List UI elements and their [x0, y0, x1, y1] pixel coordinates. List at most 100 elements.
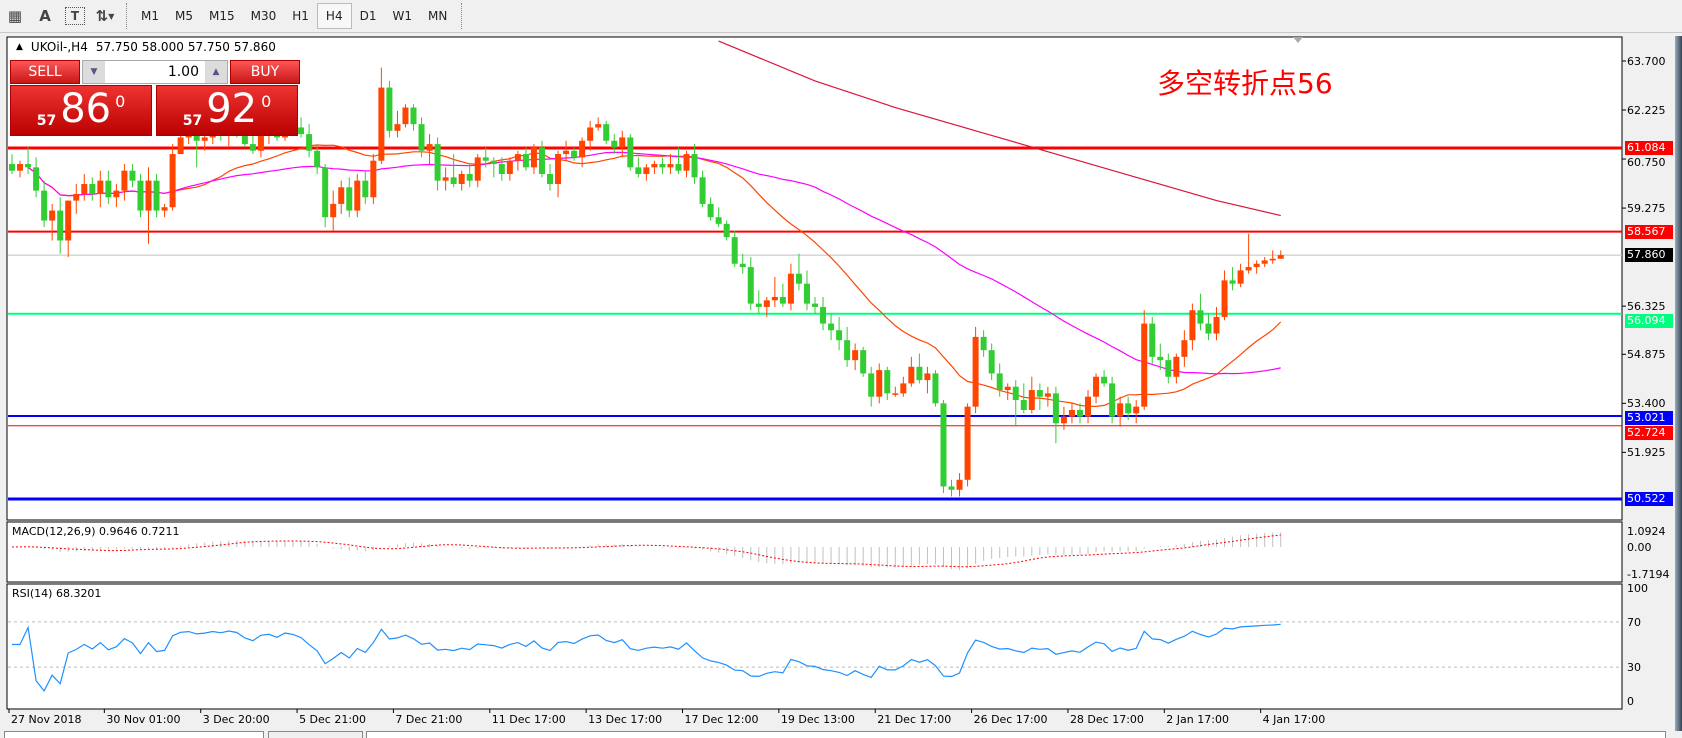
candle-body: [1157, 356, 1164, 361]
horizontal-line-label: 53.021: [1625, 411, 1673, 426]
candle-body: [1229, 280, 1236, 284]
candle-body: [1269, 258, 1276, 261]
price-tick-label: 59.275: [1627, 202, 1666, 216]
timeframe-h4[interactable]: H4: [316, 3, 352, 29]
candle-body: [434, 144, 441, 181]
candle-body: [988, 350, 995, 374]
horizontal-line-label: 57.860: [1625, 248, 1673, 263]
candle-body: [145, 180, 152, 211]
candle-body: [555, 154, 562, 184]
chart-shift-marker-icon: [1293, 37, 1303, 43]
chart-annotation[interactable]: 多空转折点56: [1157, 67, 1333, 100]
timeframe-m15[interactable]: M15: [209, 9, 235, 23]
candle-body: [683, 154, 690, 171]
candle-body: [667, 164, 674, 168]
horizontal-line-label: 50.522: [1625, 492, 1673, 506]
candle-body: [787, 273, 794, 304]
timeframe-m5[interactable]: M5: [175, 9, 193, 23]
candle-body: [1060, 416, 1067, 424]
text-icon[interactable]: A: [39, 7, 51, 25]
timeframe-m30[interactable]: M30: [250, 9, 277, 23]
timeframe-mn[interactable]: MN: [427, 9, 448, 23]
candle-body: [964, 406, 971, 480]
sell-price[interactable]: 57 86 0: [10, 85, 152, 136]
chart-tab[interactable]: [4, 731, 264, 738]
time-label: 27 Nov 2018: [11, 713, 82, 726]
candle-body: [137, 180, 144, 211]
candle-body: [635, 167, 642, 175]
candle-body: [314, 150, 321, 168]
candle-body: [1052, 393, 1059, 424]
lot-size-stepper[interactable]: ▼ 1.00 ▲: [82, 60, 228, 84]
arrows-icon[interactable]: ⇅ ▼: [90, 3, 120, 29]
candle-body: [739, 263, 746, 268]
candle-body: [1117, 403, 1124, 417]
toolbar: ▦ A T ⇅ ▼ M1 M5 M15 M30 H1 H4 D1 W1 MN: [0, 0, 1682, 33]
timeframe-m1[interactable]: M1: [141, 9, 159, 23]
candle-body: [884, 370, 891, 394]
candle-body: [699, 177, 706, 204]
candle-body: [370, 160, 377, 198]
candle-body: [603, 124, 610, 141]
timeframe-w1[interactable]: W1: [392, 9, 412, 23]
candle-body: [442, 177, 449, 181]
price-tick-label: 56.325: [1627, 300, 1666, 314]
time-label: 17 Dec 12:00: [684, 713, 759, 726]
chart-tab[interactable]: [268, 731, 363, 738]
candle-body: [1085, 396, 1092, 417]
macd-label: MACD(12,26,9) 0.9646 0.7211: [12, 525, 180, 538]
candle-body: [948, 486, 955, 490]
macd-tick-label: 1.0924: [1627, 525, 1666, 538]
candle-body: [980, 336, 987, 351]
candle-body: [595, 124, 602, 128]
candle-body: [1020, 400, 1027, 410]
horizontal-line-label: 58.567: [1625, 224, 1673, 239]
lot-decrease-icon[interactable]: ▼: [83, 61, 105, 83]
candle-body: [322, 167, 329, 218]
lot-increase-icon[interactable]: ▲: [205, 61, 227, 83]
candle-body: [1237, 270, 1244, 284]
candle-body: [129, 170, 136, 181]
lot-size-input[interactable]: 1.00: [167, 64, 199, 80]
sell-price-prefix: 57: [36, 113, 57, 129]
candle-body: [241, 130, 248, 145]
candle-body: [747, 267, 754, 304]
candle-body: [498, 164, 505, 175]
candle-body: [1028, 390, 1035, 410]
grid-periods-icon[interactable]: ▦: [7, 7, 23, 25]
candle-body: [1245, 267, 1252, 271]
candle-body: [803, 283, 810, 304]
time-label: 11 Dec 17:00: [491, 713, 566, 726]
timeframe-h1[interactable]: H1: [292, 9, 309, 23]
candle-body: [81, 183, 88, 194]
ma-mid-line: [27, 151, 1281, 375]
candle-body: [161, 207, 168, 211]
candle-body: [812, 303, 818, 307]
chart-tab[interactable]: [366, 731, 1666, 738]
candle-body: [105, 180, 112, 198]
sell-button[interactable]: SELL: [10, 60, 80, 84]
candle-body: [1125, 403, 1132, 414]
collapse-triangle-icon[interactable]: ▲: [16, 42, 23, 52]
buy-price-pips: 92: [206, 86, 258, 132]
candle-body: [490, 160, 497, 165]
time-label: 13 Dec 17:00: [588, 713, 663, 726]
window-edge: [1675, 36, 1682, 736]
time-label: 30 Nov 01:00: [106, 713, 181, 726]
candle-body: [1189, 310, 1196, 341]
timeframe-d1[interactable]: D1: [359, 9, 377, 23]
time-label: 2 Jan 17:00: [1166, 713, 1229, 726]
candle-body: [410, 107, 417, 125]
candle-body: [386, 87, 393, 131]
buy-button[interactable]: BUY: [230, 60, 300, 84]
toolbar-separator: [461, 3, 463, 29]
rsi-tick-label: 30: [1627, 661, 1641, 675]
text-label-icon[interactable]: T: [65, 7, 85, 25]
horizontal-line-label: 61.084: [1625, 140, 1673, 155]
candle-body: [298, 127, 305, 135]
candle-body: [73, 193, 80, 201]
horizontal-line-label: 56.094: [1625, 314, 1673, 329]
buy-price[interactable]: 57 92 0: [156, 85, 298, 136]
candle-body: [563, 150, 570, 155]
candle-body: [57, 210, 64, 241]
